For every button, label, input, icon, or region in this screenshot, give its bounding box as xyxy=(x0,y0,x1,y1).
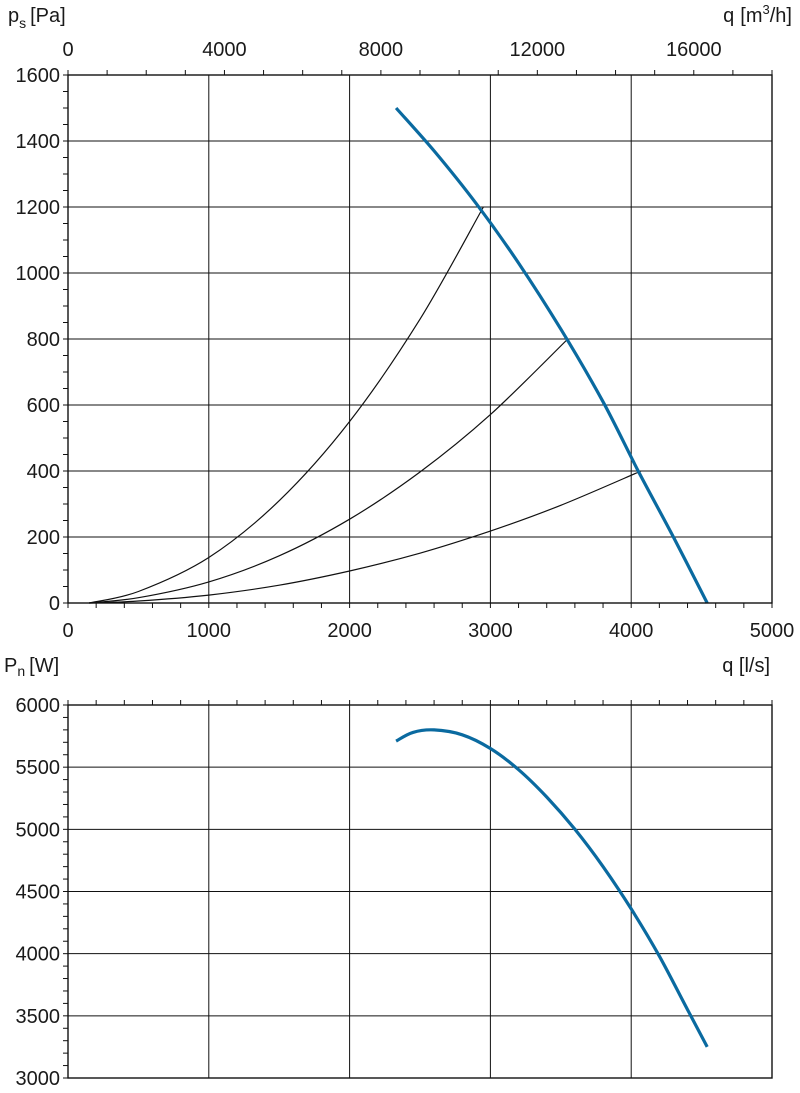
pressure-axis-title: ps [Pa] xyxy=(8,5,66,31)
pressure-y-tick-label: 1200 xyxy=(16,197,61,219)
pressure-subscript: s xyxy=(19,15,26,31)
pressure-chart-minor-ticks xyxy=(63,70,773,608)
flow-m3h-unit-prefix: [m xyxy=(740,5,762,27)
power-y-tick-label: 4500 xyxy=(16,882,61,904)
flow-ls-x-tick-label: 4000 xyxy=(609,620,654,642)
pressure-unit: [Pa] xyxy=(30,5,66,27)
pressure-y-tick-label: 600 xyxy=(27,395,60,417)
power-symbol: P xyxy=(4,655,17,677)
power-subscript: n xyxy=(17,663,25,679)
pressure-y-tick-labels: 0 200 400 600 800 1000 1200 1400 1600 xyxy=(16,65,61,615)
power-y-tick-label: 6000 xyxy=(16,695,61,717)
power-y-tick-labels: 3000 3500 4000 4500 5000 5500 6000 xyxy=(16,695,61,1090)
flow-m3h-top-tick-label: 4000 xyxy=(202,39,247,61)
system-curves xyxy=(88,206,642,604)
pressure-y-tick-label: 800 xyxy=(27,329,60,351)
pressure-y-tick-label: 1600 xyxy=(16,65,61,87)
flow-m3h-unit-suffix: /h] xyxy=(770,5,792,27)
fan-pressure-curve xyxy=(394,106,709,604)
pressure-y-tick-label: 200 xyxy=(27,527,60,549)
power-y-tick-label: 4000 xyxy=(16,944,61,966)
pressure-y-tick-label: 0 xyxy=(49,593,60,615)
flow-m3h-unit-superscript: 3 xyxy=(763,2,770,17)
flow-m3h-top-tick-labels: 0 4000 8000 12000 16000 xyxy=(62,39,721,61)
power-unit: [W] xyxy=(29,655,59,677)
power-chart-frame xyxy=(67,704,773,1079)
pressure-y-tick-label: 1000 xyxy=(16,263,61,285)
power-axis-title: Pn [W] xyxy=(4,655,59,679)
system-curve-2 xyxy=(89,338,569,604)
flow-ls-x-tick-labels: 0 1000 2000 3000 4000 5000 xyxy=(62,620,794,642)
system-curve-1 xyxy=(88,206,484,604)
pressure-y-tick-label: 1400 xyxy=(16,131,61,153)
flow-m3h-top-tick-label: 12000 xyxy=(510,39,566,61)
power-y-tick-label: 5000 xyxy=(16,819,61,841)
flow-m3h-top-tick-label: 16000 xyxy=(666,39,722,61)
pressure-chart-frame xyxy=(67,74,773,604)
pressure-symbol: p xyxy=(8,5,19,27)
power-chart-minor-ticks xyxy=(63,700,773,1079)
pressure-y-tick-label: 400 xyxy=(27,461,60,483)
power-y-tick-label: 3500 xyxy=(16,1006,61,1028)
fan-pressure-curve-group xyxy=(394,106,709,604)
power-curve-group xyxy=(395,728,709,1048)
flow-ls-x-tick-label: 0 xyxy=(62,620,73,642)
power-curve xyxy=(395,728,709,1048)
power-chart-grid xyxy=(68,704,772,1079)
flow-m3h-symbol: q xyxy=(723,5,734,27)
flow-m3h-top-tick-label: 8000 xyxy=(359,39,404,61)
system-curve-3 xyxy=(89,470,642,604)
flow-ls-x-tick-label: 2000 xyxy=(327,620,372,642)
flow-ls-x-tick-label: 3000 xyxy=(468,620,513,642)
flow-ls-x-tick-label: 5000 xyxy=(750,620,795,642)
flow-ls-x-tick-label: 1000 xyxy=(187,620,232,642)
flow-ls-axis-title: q [l/s] xyxy=(722,655,770,677)
power-y-tick-label: 3000 xyxy=(16,1068,61,1088)
flow-m3h-top-tick-label: 0 xyxy=(62,39,73,61)
power-y-tick-label: 5500 xyxy=(16,757,61,779)
flow-m3h-axis-title: q [m3/h] xyxy=(723,2,792,27)
